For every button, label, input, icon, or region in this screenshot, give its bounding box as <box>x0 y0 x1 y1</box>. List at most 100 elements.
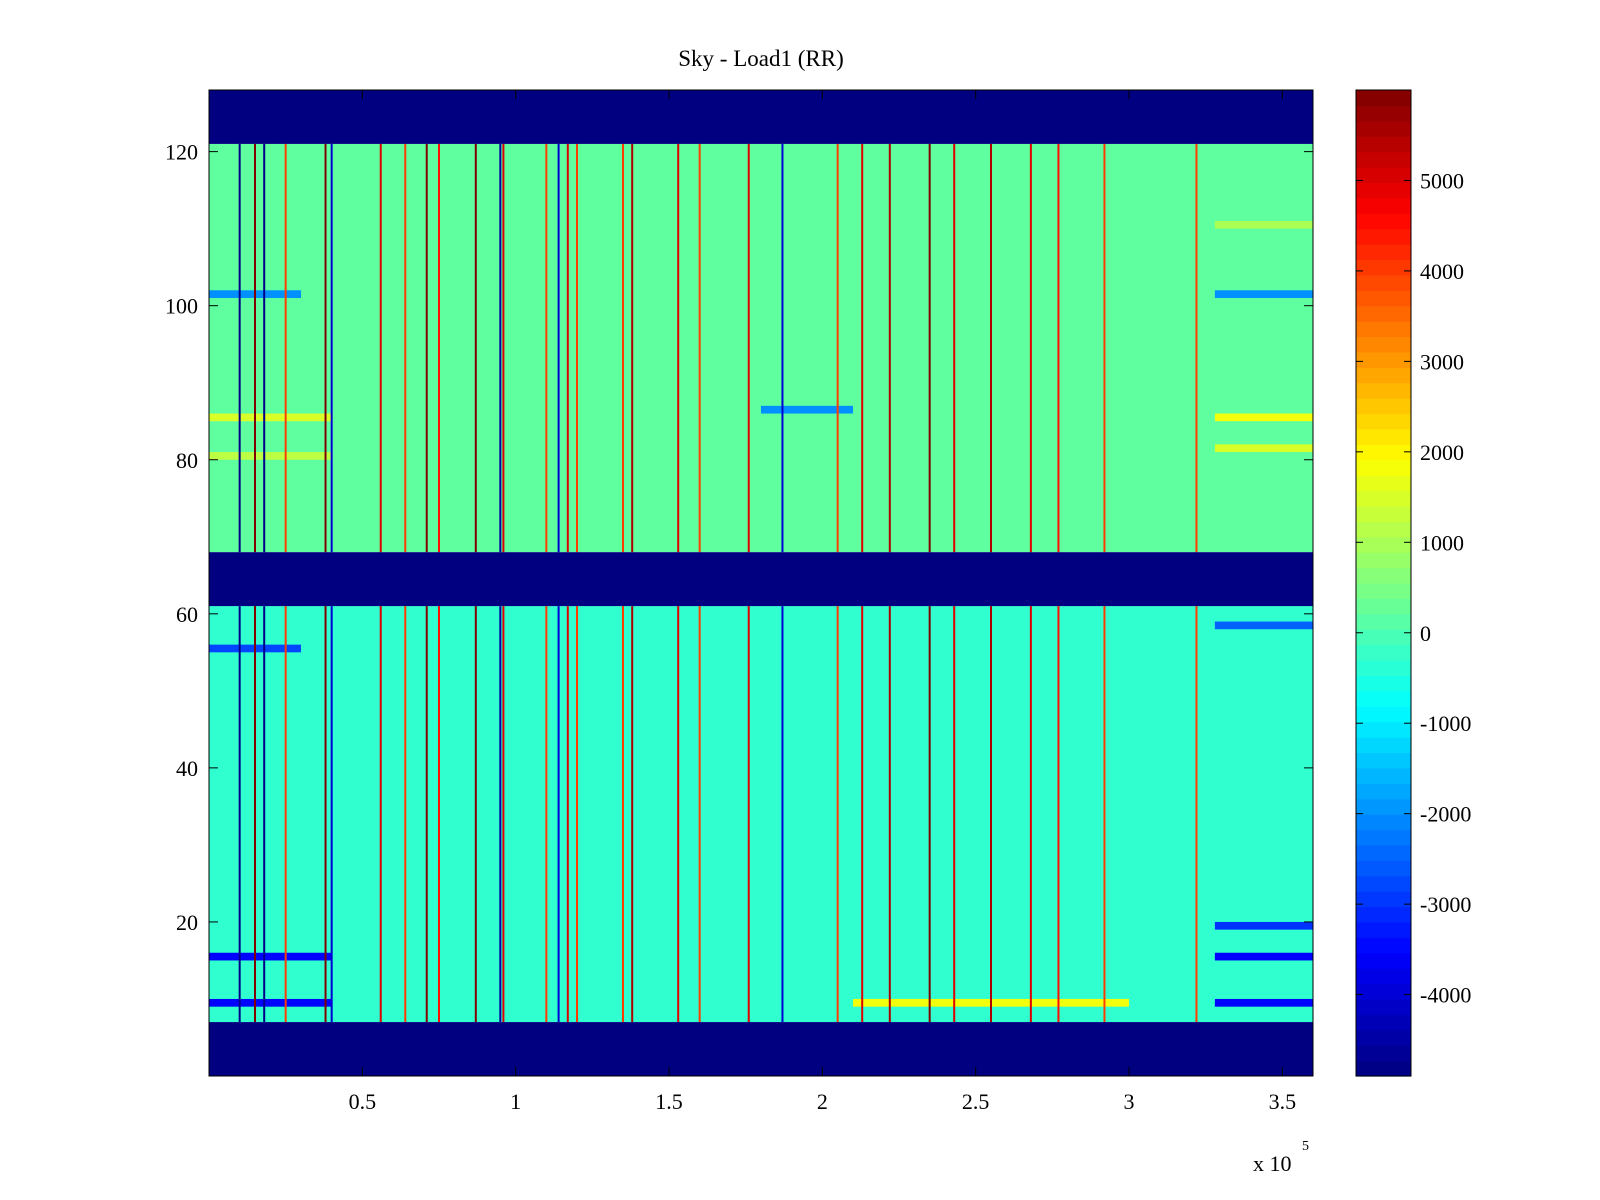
colorbar-step <box>1356 182 1411 199</box>
colorbar-step <box>1356 336 1411 353</box>
colorbar-step <box>1356 1029 1411 1046</box>
heatmap-column-feature <box>238 143 241 553</box>
heatmap-column-feature <box>747 606 750 1023</box>
heatmap-row-feature <box>1214 444 1313 453</box>
colorbar-step <box>1356 505 1411 522</box>
colorbar-tick-label: 5000 <box>1420 168 1464 193</box>
heatmap-column-feature <box>698 143 701 553</box>
colorbar-tick-label: 3000 <box>1420 349 1464 374</box>
heatmap-column-feature <box>622 143 624 553</box>
colorbar-gradient <box>1356 90 1411 1077</box>
heatmap-column-feature <box>499 606 502 1023</box>
heatmap-column-feature <box>254 606 256 1023</box>
colorbar-step <box>1356 521 1411 538</box>
colorbar-step <box>1356 413 1411 430</box>
heatmap-column-feature <box>861 606 864 1023</box>
heatmap-column-feature <box>781 606 784 1023</box>
heatmap-column-feature <box>747 143 750 553</box>
heatmap-column-feature <box>928 143 931 553</box>
heatmap-column-feature <box>254 143 256 553</box>
heatmap-row-feature <box>1214 952 1313 961</box>
colorbar-step <box>1356 844 1411 861</box>
heatmap-column-feature <box>836 143 839 553</box>
heatmap-column-feature <box>1195 143 1198 553</box>
heatmap-column-feature <box>474 606 477 1023</box>
heatmap-column-feature <box>836 606 839 1023</box>
heatmap-background <box>209 143 1313 1023</box>
colorbar-step <box>1356 598 1411 615</box>
y-axis: 20 40 60 80 100 120 <box>165 140 1313 935</box>
x-tick-label: 1.5 <box>655 1089 683 1114</box>
colorbar-step <box>1356 767 1411 784</box>
heatmap-column-feature <box>379 143 382 553</box>
colorbar-step <box>1356 983 1411 1000</box>
plot-axes-frame <box>208 89 1314 1077</box>
colorbar-tick-label: 0 <box>1420 621 1431 646</box>
colorbar-step <box>1356 675 1411 692</box>
colorbar-step <box>1356 274 1411 291</box>
heatmap-column-feature <box>928 606 931 1023</box>
colorbar-step <box>1356 428 1411 445</box>
heatmap-column-feature <box>1029 143 1032 553</box>
y-tick-label: 20 <box>176 910 198 935</box>
colorbar-step <box>1356 228 1411 245</box>
chart-title: Sky - Load1 (RR) <box>678 46 843 71</box>
heatmap-masked-band <box>209 90 1313 144</box>
x-tick-label: 2 <box>817 1089 828 1114</box>
colorbar-step <box>1356 629 1411 646</box>
colorbar-step <box>1356 321 1411 338</box>
colorbar-step <box>1356 136 1411 153</box>
heatmap-row-feature <box>1214 220 1313 229</box>
heatmap-data-band <box>209 143 1313 553</box>
colorbar-step <box>1356 798 1411 815</box>
heatmap-column-feature <box>284 606 287 1023</box>
colorbar-step <box>1356 1045 1411 1062</box>
x-axis: 0.5 1 1.5 2 2.5 3 3.5 <box>349 90 1296 1114</box>
heatmap-row-feature <box>1214 413 1313 422</box>
colorbar-step <box>1356 490 1411 507</box>
heatmap-column-feature <box>404 606 407 1023</box>
colorbar-step <box>1356 583 1411 600</box>
heatmap-data-band <box>209 606 1313 1023</box>
heatmap-column-feature <box>263 606 266 1023</box>
heatmap-column-feature <box>1057 606 1060 1023</box>
colorbar-step <box>1356 120 1411 137</box>
heatmap-row-feature <box>209 998 332 1007</box>
colorbar-frame <box>1355 89 1412 1077</box>
heatmap-column-feature <box>1057 143 1060 553</box>
heatmap-column-feature <box>438 606 440 1023</box>
colorbar-step <box>1356 968 1411 985</box>
heatmap-plot: 0.5 1 1.5 2 2.5 3 3.5 20 40 60 80 100 120 x 10 5 <box>165 89 1314 1176</box>
colorbar-step <box>1356 151 1411 168</box>
heatmap-column-feature <box>953 606 956 1023</box>
y-tick-label: 80 <box>176 448 198 473</box>
heatmap-row-feature <box>1214 921 1313 930</box>
heatmap-column-feature <box>677 143 680 553</box>
heatmap-column-feature <box>677 606 680 1023</box>
colorbar-step <box>1356 475 1411 492</box>
colorbar-step <box>1356 105 1411 122</box>
colorbar-step <box>1356 1060 1411 1077</box>
colorbar-step <box>1356 721 1411 738</box>
colorbar-step <box>1356 536 1411 553</box>
colorbar-tick-label: 2000 <box>1420 440 1464 465</box>
colorbar-step <box>1356 197 1411 214</box>
y-tick-label: 100 <box>165 294 198 319</box>
colorbar-step <box>1356 737 1411 754</box>
colorbar-step <box>1356 952 1411 969</box>
colorbar-step <box>1356 891 1411 908</box>
heatmap-column-feature <box>557 606 560 1023</box>
heatmap-column-feature <box>284 143 287 553</box>
colorbar: 5000 4000 3000 2000 1000 0 -1000 -2000 -3000 -400… <box>1355 89 1471 1077</box>
heatmap-column-feature <box>499 143 502 553</box>
heatmap-row-feature <box>209 952 332 961</box>
colorbar-step <box>1356 937 1411 954</box>
colorbar-step <box>1356 444 1411 461</box>
heatmap-column-feature <box>576 143 578 553</box>
heatmap-column-feature <box>576 606 578 1023</box>
heatmap-column-feature <box>566 606 569 1023</box>
colorbar-step <box>1356 567 1411 584</box>
heatmap-column-feature <box>781 143 784 553</box>
heatmap-column-feature <box>990 606 992 1023</box>
x-axis-multiplier-exponent: 5 <box>1302 1139 1309 1154</box>
